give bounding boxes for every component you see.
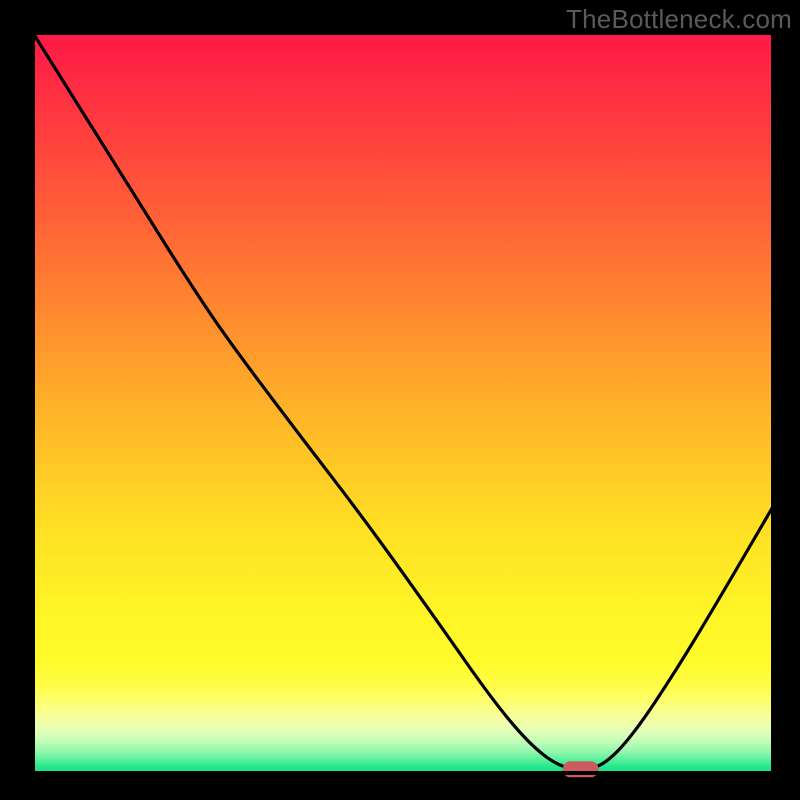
chart-container: TheBottleneck.com [0,0,800,800]
watermark-text: TheBottleneck.com [566,4,792,35]
chart-svg [0,0,800,800]
plot-area [33,33,773,773]
